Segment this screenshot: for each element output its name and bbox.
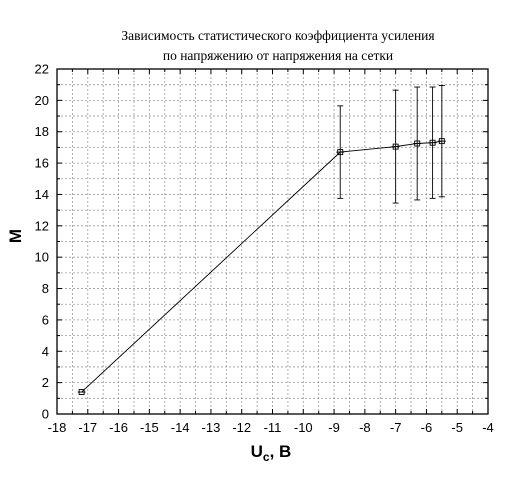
y-tick-label: 6 (42, 312, 49, 327)
y-tick-label: 22 (35, 62, 49, 77)
x-tick-label: -18 (48, 420, 67, 435)
x-axis-label-sub: c (263, 450, 270, 464)
y-tick-label: 18 (35, 124, 49, 139)
x-tick-label: -10 (294, 420, 313, 435)
y-tick-label: 8 (42, 281, 49, 296)
axis-ticks (56, 68, 489, 415)
x-axis-label: Uc, B (251, 442, 292, 464)
x-tick-label: -8 (359, 420, 371, 435)
x-tick-label: -16 (109, 420, 128, 435)
x-tick-label: -11 (264, 420, 282, 435)
chart-title-line-2: по напряжению от напряжения на сетки (163, 48, 393, 63)
y-tick-label: 20 (35, 93, 49, 108)
x-tick-label: -14 (171, 420, 190, 435)
x-axis-label-main: U (251, 442, 263, 461)
y-tick-label: 0 (42, 407, 49, 422)
x-tick-label: -6 (421, 420, 433, 435)
y-tick-label: 10 (35, 250, 49, 265)
y-tick-label: 2 (42, 375, 49, 390)
y-axis-label: M (6, 229, 25, 243)
series (77, 85, 446, 395)
x-tick-label: -4 (482, 420, 494, 435)
y-tick-label: 12 (35, 218, 49, 233)
x-tick-labels: -18 -17 -16 -15 -14 -13 -12 -11 -10 -9 -8 -7 -6 -5 -4 (48, 420, 494, 435)
x-tick-label: -15 (140, 420, 159, 435)
x-tick-label: -17 (78, 420, 97, 435)
y-tick-labels: 0 2 4 6 8 10 12 14 16 18 20 22 (35, 62, 49, 422)
x-tick-label: -5 (451, 420, 463, 435)
grid (57, 69, 488, 414)
x-tick-label: -13 (202, 420, 221, 435)
x-tick-label: -9 (328, 420, 340, 435)
y-tick-label: 14 (35, 187, 49, 202)
y-tick-label: 4 (42, 344, 49, 359)
y-tick-label: 16 (35, 156, 49, 171)
x-axis-label-unit: , B (270, 442, 292, 461)
x-tick-label: -12 (232, 420, 251, 435)
x-tick-label: -7 (390, 420, 402, 435)
chart-title-line-1: Зависимость статистического коэффициента… (121, 28, 434, 43)
